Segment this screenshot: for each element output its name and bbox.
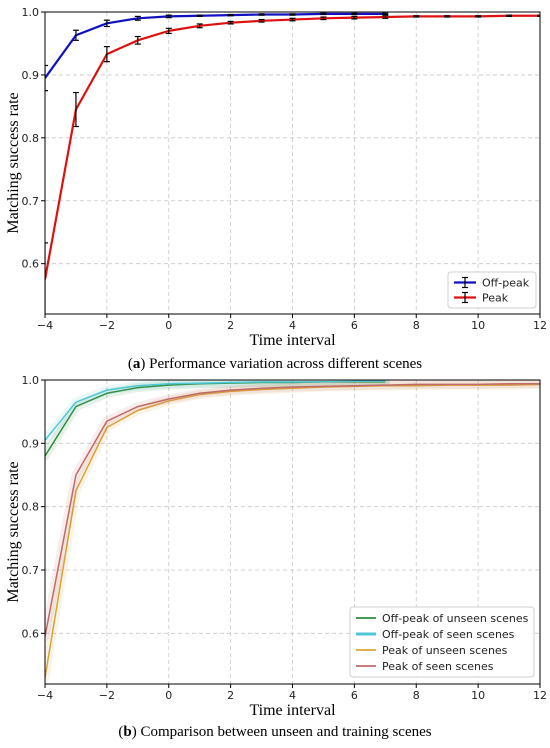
- x-tick-label: 8: [413, 319, 420, 332]
- x-tick-label: −2: [99, 689, 115, 702]
- legend-entry: Peak of seen scenes: [356, 660, 494, 673]
- legend-label: Off-peak of unseen scenes: [382, 612, 529, 625]
- y-tick-label: 0.7: [22, 564, 40, 577]
- y-tick-label: 0.6: [22, 258, 40, 271]
- x-tick-label: −4: [37, 319, 53, 332]
- x-tick-label: −2: [99, 319, 115, 332]
- chart-panel-b: −4 −2 0 2 4 6 8 10 12 0.6 0.7 0.8 0.9 1.0 Time interva…: [5, 374, 547, 719]
- caption-a: (a) Performance variation across differe…: [127, 356, 423, 372]
- x-tick-label: 4: [289, 689, 296, 702]
- x-tick-label: 4: [289, 319, 296, 332]
- legend-box: [447, 271, 537, 309]
- caption-b-text: Comparison between unseen and training s…: [136, 724, 432, 740]
- caption-a-letter: a: [132, 356, 141, 372]
- y-axis-label: Matching success rate: [5, 461, 22, 602]
- x-tick-label: 0: [165, 689, 172, 702]
- x-tick-label: 2: [227, 689, 234, 702]
- legend-label: Peak of seen scenes: [382, 660, 494, 673]
- legend-label: Peak of unseen scenes: [382, 644, 508, 657]
- legend-entry: Peak of unseen scenes: [356, 644, 508, 657]
- series-line: [45, 12, 386, 79]
- x-tick-label: 6: [351, 689, 358, 702]
- caption-a-text: Performance variation across different s…: [145, 356, 423, 372]
- legend-label: Peak: [482, 292, 509, 305]
- caption-b-letter: b: [123, 724, 132, 740]
- y-tick-label: 0.6: [22, 627, 40, 640]
- series-group: [45, 380, 540, 683]
- x-tick-label: 10: [471, 689, 485, 702]
- x-tick-label: −4: [37, 689, 53, 702]
- y-tick-label: 0.9: [22, 437, 40, 450]
- y-tick-label: 0.7: [22, 195, 40, 208]
- legend-entry: Peak: [454, 292, 509, 305]
- x-tick-label: 0: [165, 319, 172, 332]
- legend: Off-peak Peak: [447, 271, 537, 309]
- x-axis-label: Time interval: [249, 702, 336, 719]
- x-tick-label: 10: [471, 319, 485, 332]
- x-tick-label: 12: [533, 689, 547, 702]
- y-tick-label: 0.9: [22, 69, 40, 82]
- legend-entry: Off-peak of unseen scenes: [356, 612, 529, 625]
- legend-label: Off-peak: [482, 277, 530, 290]
- series-line: [45, 383, 540, 637]
- x-tick-label: 6: [351, 319, 358, 332]
- x-tick-label: 8: [413, 689, 420, 702]
- x-axis-label: Time interval: [249, 332, 336, 349]
- legend-label: Off-peak of seen scenes: [382, 628, 515, 641]
- series-group: [45, 12, 540, 314]
- legend-box: [349, 606, 535, 678]
- x-tick-label: 12: [533, 319, 547, 332]
- legend-entry: Off-peak: [454, 277, 530, 290]
- legend-entry: Off-peak of seen scenes: [356, 628, 515, 641]
- y-tick-label: 0.8: [22, 501, 40, 514]
- y-tick-label: 0.8: [22, 132, 40, 145]
- y-tick-label: 1.0: [22, 374, 40, 387]
- chart-panel-a: −4 −2 0 2 4 6 8 10 12 0.6 0.7 0.8 0.9 1.0 Time interva…: [5, 6, 547, 349]
- caption-b: (b) Comparison between unseen and traini…: [118, 724, 432, 740]
- x-tick-label: 2: [227, 319, 234, 332]
- legend: Off-peak of unseen scenes Off-peak of see…: [349, 606, 535, 678]
- y-tick-label: 1.0: [22, 6, 40, 19]
- y-axis-label: Matching success rate: [5, 92, 22, 233]
- series-line: [45, 380, 386, 441]
